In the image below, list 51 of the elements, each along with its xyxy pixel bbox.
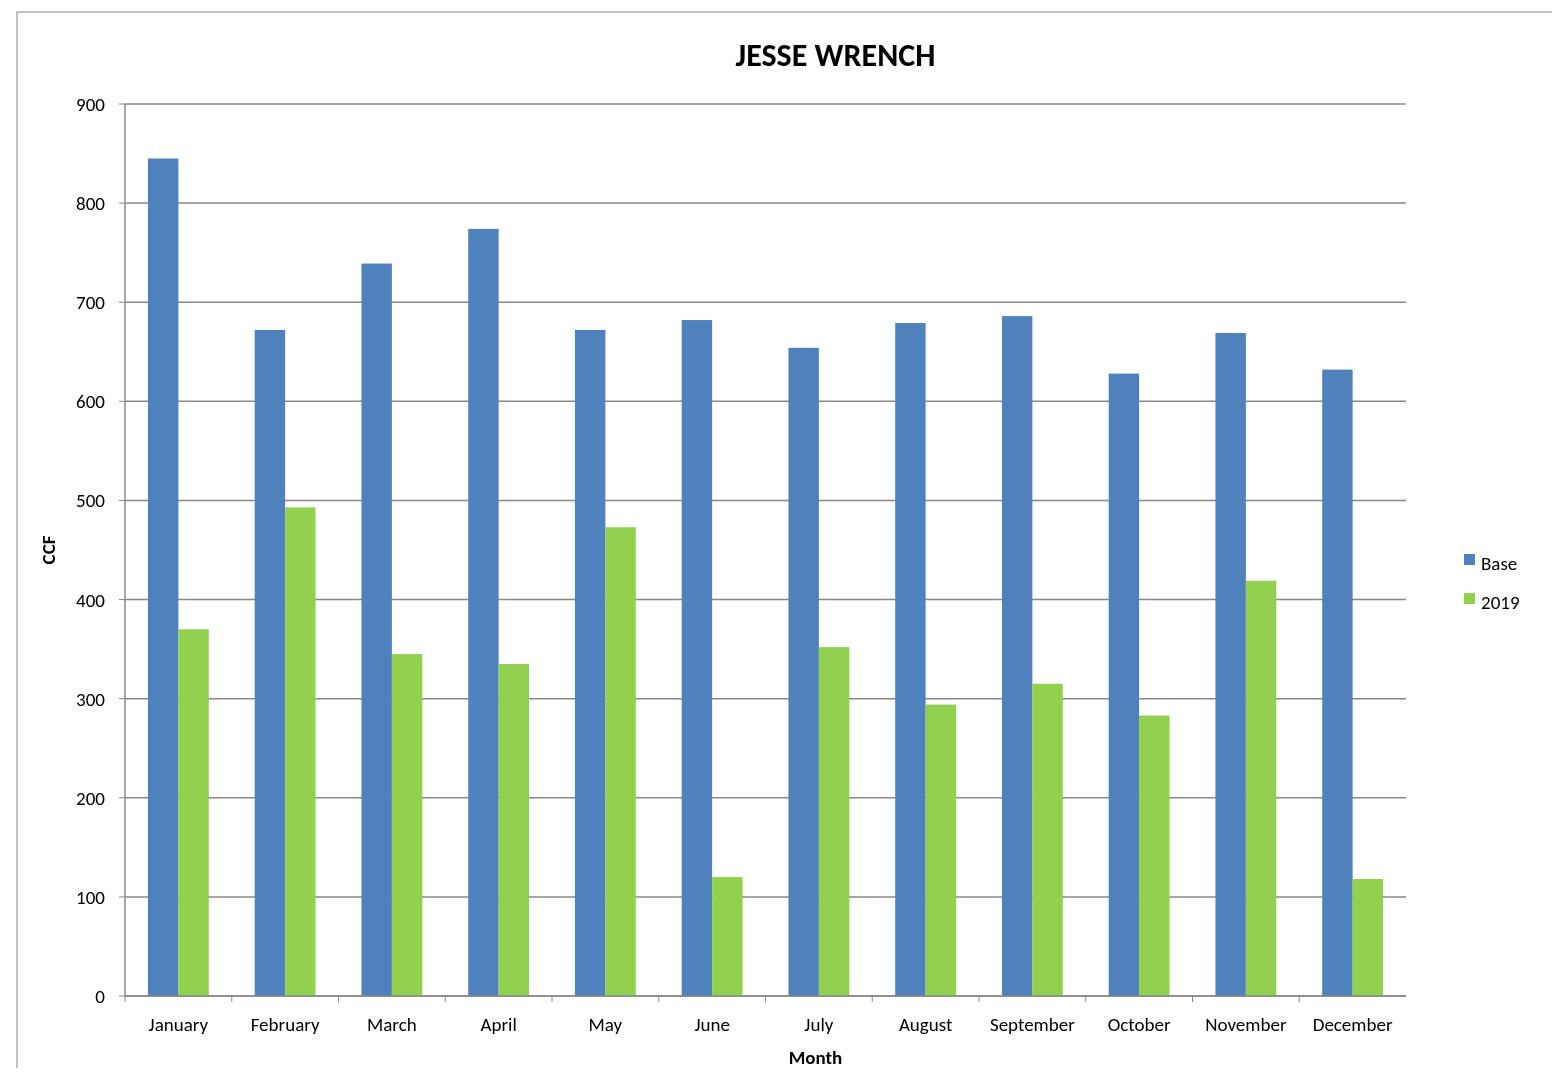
y-tick-label: 600 — [76, 390, 106, 414]
bar — [574, 329, 606, 996]
bar — [895, 323, 926, 996]
bar — [361, 263, 392, 996]
x-tick-label: March — [367, 1013, 417, 1036]
x-tick-label: September — [989, 1013, 1076, 1036]
y-tick-label: 500 — [76, 489, 106, 513]
bar — [254, 329, 286, 996]
x-tick-label: April — [480, 1013, 517, 1036]
bar — [1139, 715, 1170, 996]
y-tick-label: 300 — [76, 687, 106, 711]
bar — [178, 629, 209, 996]
x-tick-label: August — [898, 1013, 953, 1036]
bar — [147, 158, 179, 996]
bar — [391, 654, 423, 996]
chart-title: JESSE WRENCH — [735, 36, 936, 75]
bar — [925, 704, 957, 996]
x-axis-title: Month — [788, 1046, 843, 1069]
y-tick-label: 800 — [76, 192, 106, 216]
bar — [1001, 316, 1033, 996]
bar — [605, 527, 636, 996]
x-tick-label: December — [1312, 1013, 1393, 1036]
bar — [1108, 373, 1140, 996]
x-tick-label: November — [1205, 1013, 1287, 1036]
y-tick-label: 900 — [76, 93, 106, 116]
bar — [285, 507, 316, 996]
bar — [818, 647, 850, 996]
bar — [712, 877, 743, 996]
x-tick-label: January — [148, 1013, 209, 1036]
x-tick-label: October — [1107, 1013, 1171, 1036]
x-tick-label: July — [804, 1013, 834, 1036]
bar — [1352, 879, 1384, 996]
y-tick-label: 0 — [95, 985, 106, 1008]
bar — [1245, 580, 1277, 996]
y-tick-label: 200 — [76, 786, 106, 810]
bar — [1032, 683, 1063, 996]
bar — [498, 663, 530, 996]
bar — [1215, 332, 1246, 996]
y-tick-label: 700 — [76, 291, 106, 315]
legend-label: Base — [1481, 551, 1518, 575]
y-tick-label: 100 — [76, 885, 106, 909]
bar — [468, 228, 499, 996]
y-tick-label: 400 — [76, 588, 106, 612]
bar — [788, 347, 819, 996]
x-tick-label: February — [250, 1013, 320, 1036]
y-axis-title: CCF — [37, 535, 60, 565]
bar — [681, 320, 713, 996]
bar — [1322, 369, 1353, 996]
x-tick-label: June — [694, 1013, 730, 1036]
legend-label: 2019 — [1481, 590, 1520, 614]
x-tick-label: May — [588, 1013, 623, 1036]
